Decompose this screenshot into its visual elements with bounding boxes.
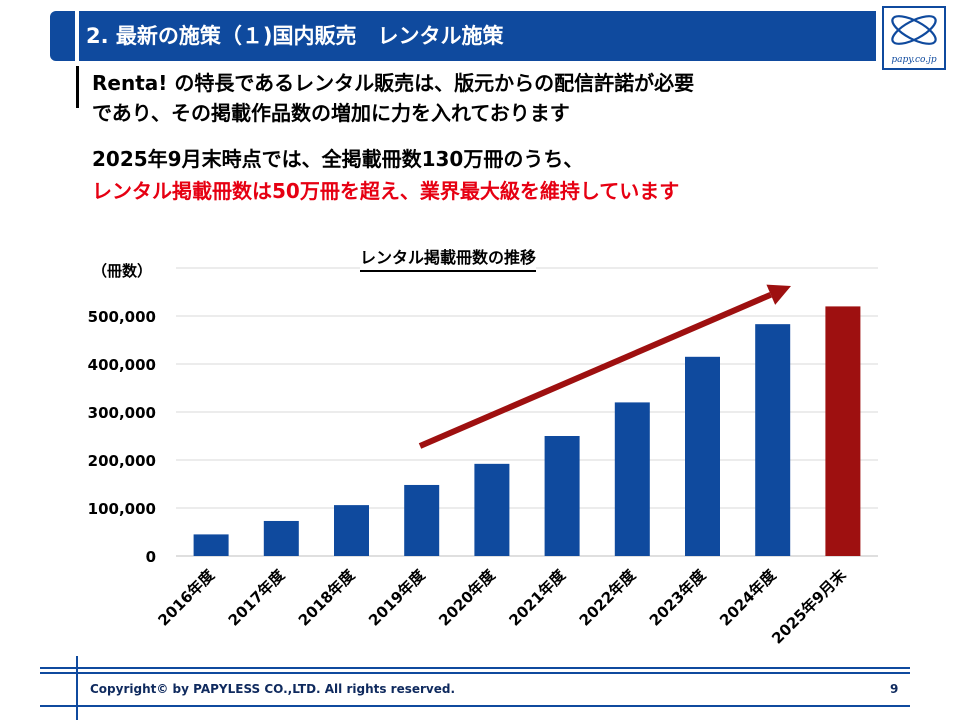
bar-2020年度 bbox=[474, 463, 510, 556]
footer-rule-middle bbox=[40, 672, 910, 674]
highlight-line-1: 2025年9月末時点では、全掲載冊数130万冊のうち、 bbox=[92, 147, 584, 171]
x-tick-label: 2022年度 bbox=[576, 565, 640, 629]
bar-2025年9月末 bbox=[825, 306, 861, 556]
y-tick-label: 400,000 bbox=[88, 356, 156, 374]
y-tick-label: 300,000 bbox=[88, 404, 156, 422]
chart-title: レンタル掲載冊数の推移 bbox=[360, 244, 537, 272]
x-tick-label: 2019年度 bbox=[365, 565, 429, 629]
intro-line-2: であり、その掲載作品数の増加に力を入れております bbox=[92, 101, 570, 125]
highlight-text: 2025年9月末時点では、全掲載冊数130万冊のうち、 レンタル掲載冊数は50万… bbox=[92, 143, 679, 207]
intro-text: Renta! の特長であるレンタル販売は、版元からの配信許諾が必要 であり、その… bbox=[92, 68, 694, 128]
bar-2022年度 bbox=[614, 402, 650, 556]
header-divider bbox=[75, 11, 79, 61]
bar-2023年度 bbox=[685, 356, 720, 556]
x-tick-label: 2020年度 bbox=[435, 565, 499, 629]
page-number: 9 bbox=[890, 682, 899, 696]
papy-logo: papy.co.jp bbox=[882, 6, 946, 70]
x-tick-label: 2024年度 bbox=[716, 565, 780, 629]
copyright-text: Copyright© by PAPYLESS CO.,LTD. All righ… bbox=[90, 682, 456, 696]
header-bar: 2. 最新の施策（１)国内販売 レンタル施策 bbox=[50, 11, 876, 61]
footer-vertical-rule bbox=[76, 656, 78, 720]
bar-2021年度 bbox=[544, 436, 580, 556]
footer-rule-bottom bbox=[40, 705, 910, 707]
bar-2024年度 bbox=[755, 324, 791, 556]
x-tick-label: 2021年度 bbox=[505, 565, 569, 629]
footer-rule-top bbox=[40, 667, 910, 669]
trend-arrow-shaft bbox=[418, 291, 772, 449]
x-tick-label: 2023年度 bbox=[646, 565, 710, 629]
intro-line-1: Renta! の特長であるレンタル販売は、版元からの配信許諾が必要 bbox=[92, 71, 695, 95]
bar-2018年度 bbox=[334, 505, 369, 556]
y-tick-label: 200,000 bbox=[88, 452, 156, 470]
x-tick-label: 2025年9月末 bbox=[768, 565, 850, 647]
bar-2019年度 bbox=[404, 484, 440, 556]
page-title: 2. 最新の施策（１)国内販売 レンタル施策 bbox=[86, 24, 504, 48]
x-tick-label: 2017年度 bbox=[225, 565, 289, 629]
logo-text: papy.co.jp bbox=[891, 55, 937, 65]
highlight-line-2: レンタル掲載冊数は50万冊を超え、業界最大級を維持しています bbox=[92, 179, 680, 203]
x-tick-label: 2018年度 bbox=[295, 565, 359, 629]
bar-2016年度 bbox=[193, 534, 229, 556]
logo-mark-icon bbox=[891, 15, 937, 45]
x-tick-label: 2016年度 bbox=[154, 565, 218, 629]
y-axis-unit: （冊数） bbox=[92, 262, 153, 280]
trend-arrow-head bbox=[766, 284, 791, 305]
intro-accent-line bbox=[76, 66, 79, 108]
y-tick-label: 500,000 bbox=[88, 308, 156, 326]
y-tick-label: 100,000 bbox=[88, 500, 156, 518]
bar-2017年度 bbox=[263, 520, 299, 556]
y-tick-label: 0 bbox=[146, 548, 156, 566]
